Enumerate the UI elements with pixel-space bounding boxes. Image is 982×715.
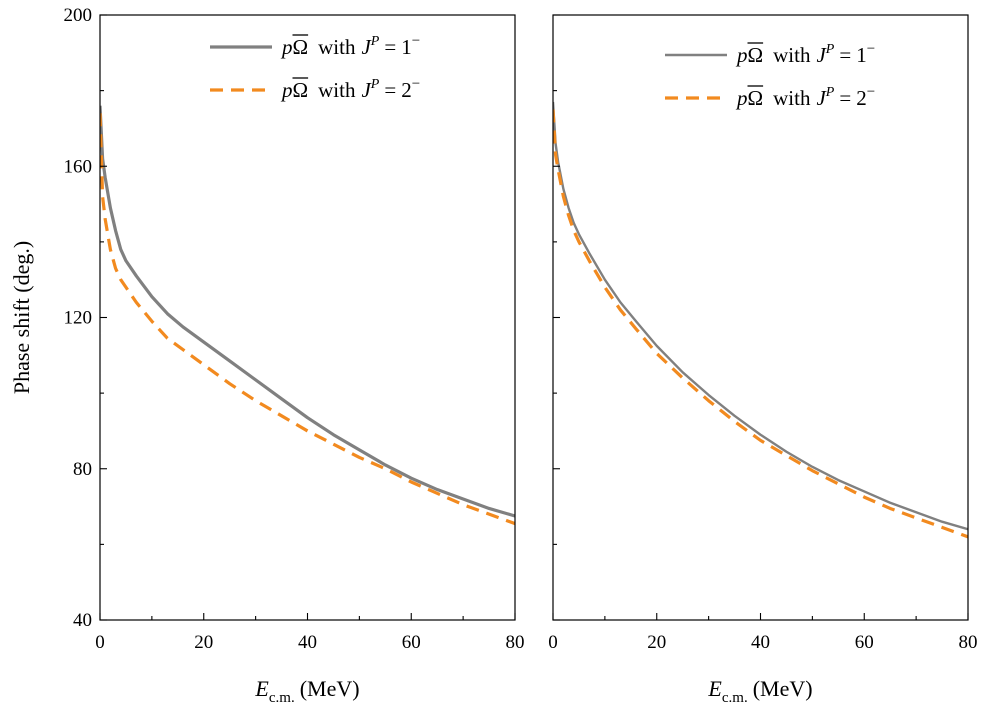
legend-entry-2: pΩ with JP = 2− [210,76,420,102]
legend-label: pΩ with JP = 1− [735,41,875,67]
y-axis-label: Phase shift (deg.) [9,241,34,394]
legend-antiparticle: Ω [748,43,764,67]
legend-with: with [318,78,356,102]
legend-particle: p [280,78,293,102]
legend-eq: = [384,78,396,102]
legend-antiparticle: Ω [293,78,309,102]
legend-eq: = [384,35,396,59]
legend-value: 2 [856,86,867,110]
x-tick-label: 80 [506,632,525,653]
legend-J: J [361,78,372,102]
legend-P: P [370,34,380,49]
x-tick-label: 40 [751,632,770,653]
legend-particle: p [735,43,748,67]
legend-P: P [370,77,380,92]
x-tick-label: 60 [855,632,874,653]
legend-parity: − [867,84,875,100]
x-tick-label: 0 [95,632,105,653]
x-axis-label: Ec.m. (MeV) [254,676,359,706]
legend-with: with [773,86,811,110]
legend-J: J [361,35,372,59]
x-tick-label: 40 [298,632,317,653]
legend-entry-1: pΩ with JP = 1− [210,33,420,59]
plot-frame [99,14,516,621]
legend-value: 1 [856,43,867,67]
series-line-1 [100,105,515,518]
y-tick-label: 120 [64,308,93,329]
series-line-2 [100,113,515,526]
legend-with: with [773,43,811,67]
chart-panel-left: 0 20 40 60 80 40 80 120 160 200 Phase shift (deg.)… [9,5,525,706]
legend-parity: − [867,41,875,57]
legend-eq: = [839,86,851,110]
y-tick-label: 80 [73,459,92,480]
x-tick-label: 80 [959,632,978,653]
x-axis-label-unit: (MeV) [300,676,360,701]
legend-label: pΩ with JP = 2− [735,84,875,110]
legend-label: pΩ with JP = 2− [280,76,420,102]
legend-eq: = [839,43,851,67]
x-axis-label-subscript: c.m. [269,690,295,706]
legend-value: 2 [401,78,412,102]
y-tick-label: 40 [73,610,92,631]
legend-particle: p [280,35,293,59]
legend-entry-1: pΩ with JP = 1− [665,41,875,67]
legend-parity: − [412,33,420,49]
legend-J: J [816,86,827,110]
x-axis-label-subscript: c.m. [722,690,748,706]
legend-antiparticle: Ω [293,35,309,59]
x-axis-label-symbol: E [707,676,722,701]
x-tick-label: 60 [402,632,421,653]
x-axis-label: Ec.m. (MeV) [707,676,812,706]
legend-with: with [318,35,356,59]
x-tick-label: 0 [548,632,558,653]
x-axis-label-symbol: E [254,676,269,701]
legend-entry-2: pΩ with JP = 2− [665,84,875,110]
y-tick-label: 200 [64,5,93,26]
legend-J: J [816,43,827,67]
legend-particle: p [735,86,748,110]
y-tick-label: 160 [64,156,93,177]
legend-label: pΩ with JP = 1− [280,33,420,59]
legend-value: 1 [401,35,412,59]
x-tick-label: 20 [647,632,666,653]
x-tick-label: 20 [194,632,213,653]
legend-P: P [825,42,835,57]
legend-parity: − [412,76,420,92]
series-line-2 [553,109,968,539]
legend-P: P [825,85,835,100]
x-axis-label-unit: (MeV) [753,676,813,701]
series-line-1 [553,101,968,531]
legend-antiparticle: Ω [748,86,764,110]
